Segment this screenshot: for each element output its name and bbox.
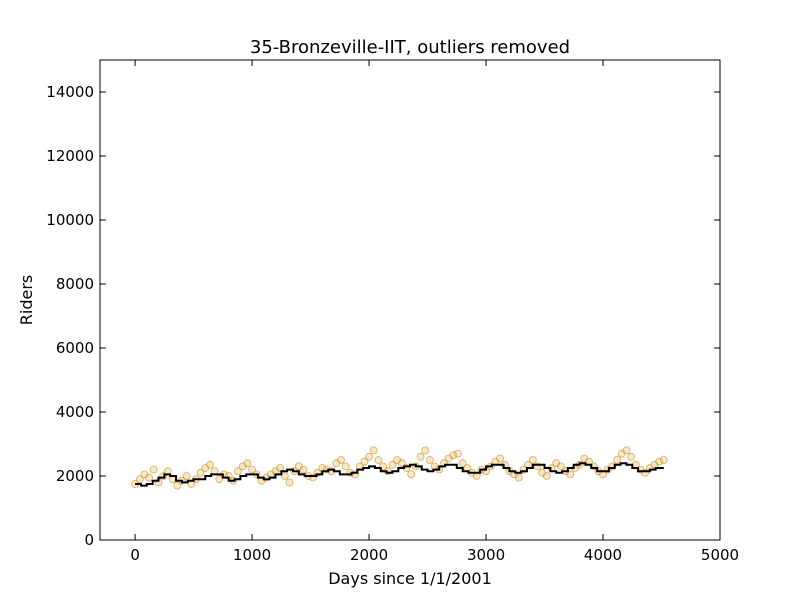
scatter-point: [248, 465, 256, 474]
scatter-point: [299, 465, 308, 474]
scatter-point: [425, 456, 434, 464]
x-tick-label: 1000: [233, 546, 271, 564]
scatter-point: [374, 456, 383, 464]
y-tick-label: 12000: [46, 147, 94, 165]
trend-line-layer: [135, 462, 664, 487]
scatter-point: [613, 456, 621, 464]
scatter-point: [276, 464, 285, 472]
x-tick-label: 0: [130, 546, 140, 564]
scatter-point: [145, 473, 154, 482]
chart-title: 35-Bronzeville-IIT, outliers removed: [250, 37, 570, 58]
scatter-point: [421, 446, 430, 455]
scatter-point: [388, 460, 397, 469]
scatter-point: [416, 452, 425, 461]
scatter-point: [622, 446, 631, 455]
y-tick-label: 10000: [46, 211, 94, 229]
scatter-point: [243, 459, 252, 468]
y-axis-label: Riders: [17, 275, 36, 325]
scatter-point: [542, 472, 551, 480]
scatter-point: [514, 473, 523, 482]
scatter-point: [149, 465, 158, 474]
scatter-point: [234, 467, 242, 476]
scatter-point: [206, 460, 214, 469]
scatter-point: [557, 462, 565, 471]
y-axis-ticks: 0 2000 4000 6000 8000 10000 12000 14000: [46, 83, 720, 549]
scatter-point: [627, 452, 635, 461]
scatter-point: [659, 456, 668, 464]
y-tick-label: 14000: [46, 83, 94, 101]
scatter-point: [173, 481, 182, 490]
x-axis-label: Days since 1/1/2001: [328, 569, 492, 588]
scatter-point: [341, 462, 350, 471]
scatter-point: [454, 449, 462, 458]
plot-frame: [99, 59, 721, 541]
y-tick-label: 2000: [56, 467, 94, 485]
scatter-point: [496, 454, 504, 463]
x-tick-label: 2000: [350, 546, 388, 564]
x-tick-label: 5000: [701, 546, 739, 564]
scatter-point: [360, 457, 369, 466]
scatter-point: [215, 475, 224, 484]
scatter-point: [280, 472, 289, 480]
scatter-point: [135, 475, 144, 484]
scatter-point: [449, 451, 458, 460]
scatter-point: [655, 457, 664, 466]
scatter-point: [285, 478, 294, 487]
y-tick-label: 6000: [56, 339, 94, 357]
scatter-point: [196, 468, 205, 477]
y-tick-label: 4000: [56, 403, 94, 421]
scatter-point: [397, 459, 406, 468]
trend-line: [135, 462, 664, 487]
x-axis-ticks: 0 1000 2000 3000 4000 5000: [130, 60, 739, 564]
x-tick-label: 3000: [467, 546, 505, 564]
scatter-point: [369, 446, 378, 455]
scatter-point: [458, 459, 467, 468]
scatter-point: [365, 452, 373, 461]
scatter-point: [182, 472, 191, 480]
scatter-point: [528, 456, 537, 464]
y-tick-label: 0: [84, 531, 94, 549]
scatter-point: [337, 456, 345, 464]
y-tick-label: 8000: [56, 275, 94, 293]
scatter-point: [407, 470, 416, 479]
x-tick-label: 4000: [584, 546, 622, 564]
scatter-point: [566, 470, 575, 479]
